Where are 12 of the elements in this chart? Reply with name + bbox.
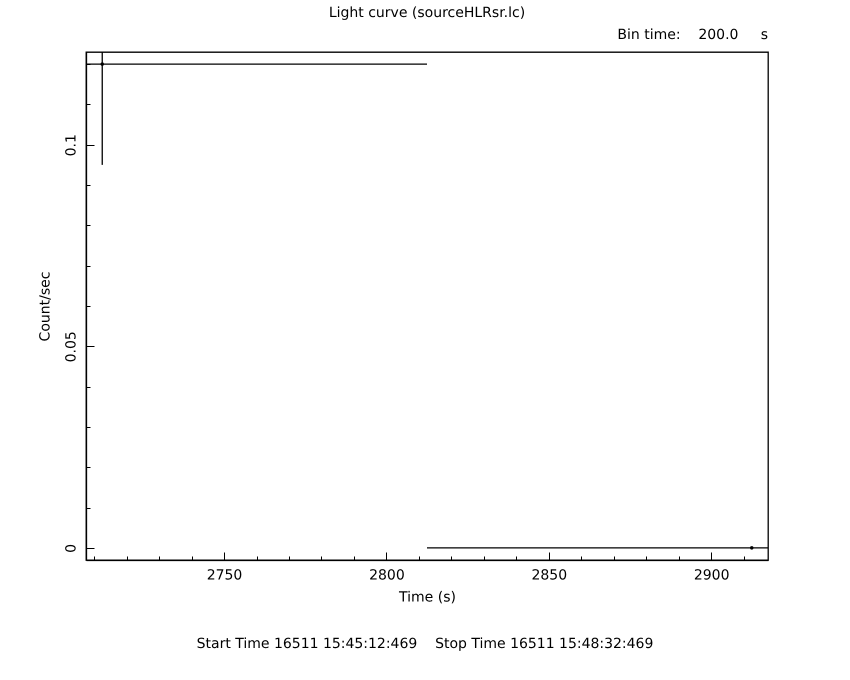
x-tick-label: 2800 [369,568,405,584]
y-tick-label: 0 [64,544,80,553]
x-tick-label: 2750 [206,568,242,584]
y-tick-label: 0.1 [64,134,80,156]
y-axis-title: Count/sec [38,272,54,342]
x-tick-label: 2850 [531,568,568,584]
y-tick-label: 0.05 [64,331,80,362]
chart-title: Light curve (sourceHLRsr.lc) [328,5,526,21]
x-tick-label: 2900 [694,568,730,584]
text: Start Time 16511 15:45:12:469 Stop Time 16511 15:48:32:469 [196,636,654,652]
x-axis-title: Time (s) [398,590,456,606]
chart-subtitle: Bin time: 200.0 s [617,27,768,43]
